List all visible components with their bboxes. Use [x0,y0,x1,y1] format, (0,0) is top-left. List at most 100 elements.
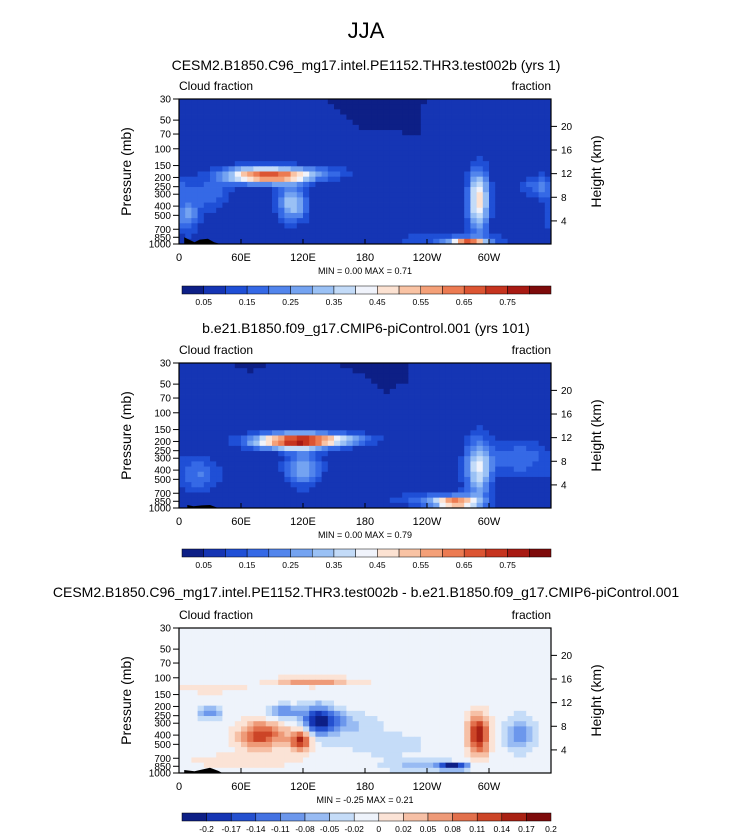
heatmap-cell [272,710,279,717]
heatmap-cell [420,674,428,681]
heatmap-cell [234,752,242,758]
heatmap-cell [445,388,453,395]
heatmap-cell [334,161,341,167]
heatmap-cell [402,399,409,405]
heatmap-cell [265,207,273,214]
heatmap-cell [414,197,422,203]
heatmap-cell [520,700,527,707]
heatmap-cell [321,176,329,183]
heatmap-cell [327,440,335,447]
heatmap-cell [296,643,304,650]
heatmap-cell [265,373,273,379]
heatmap-cell [216,212,223,219]
heatmap-cell [389,633,397,639]
heatmap-cell [334,218,341,224]
heatmap-cell [210,716,217,722]
heatmap-cell [476,664,484,670]
heatmap-cell [427,684,434,691]
heatmap-cell [526,482,533,488]
heatmap-cell [185,497,192,504]
heatmap-cell [439,197,446,203]
heatmap-cell [278,659,285,665]
heatmap-cell [489,659,496,665]
heatmap-cell [234,218,242,224]
heatmap-cell [501,716,508,722]
heatmap-cell [532,409,539,416]
heatmap-cell [371,638,378,644]
heatmap-cell [482,166,490,172]
heatmap-cell [216,700,223,707]
heatmap-cell [371,373,378,379]
heatmap-cell [278,695,285,701]
heatmap-cell [365,669,372,676]
heatmap-cell [234,124,242,131]
heatmap-cell [191,155,198,162]
heatmap-cell [445,471,453,478]
heatmap-cell [253,419,260,426]
heatmap-cell [532,414,539,421]
heatmap-cell [383,476,391,483]
heatmap-cell [290,238,298,245]
heatmap-cell [290,104,298,110]
heatmap-cell [482,502,490,509]
heatmap-cell [191,197,198,203]
heatmap-cell [185,492,192,499]
heatmap-cell [241,130,248,136]
heatmap-cell [427,659,434,665]
heatmap-cell [445,202,453,209]
heatmap-cell [495,228,502,235]
heatmap-cell [346,109,353,115]
heatmap-cell [501,741,508,748]
colorbar-label: 0.65 [456,560,473,570]
heatmap-cell [526,476,533,483]
heatmap-cell [482,741,490,748]
heatmap-cell [179,409,186,416]
heatmap-cell [513,394,521,400]
heatmap-cell [501,145,508,152]
heatmap-cell [321,456,329,462]
heatmap-cell [377,664,384,670]
heatmap-cell [340,176,347,183]
heatmap-cell [396,124,403,131]
heatmap-cell [513,207,521,214]
heatmap-cell [365,482,372,488]
heatmap-cell [185,430,192,436]
heatmap-cell [315,404,322,411]
heatmap-cell [389,187,397,193]
heatmap-cell [507,659,515,665]
heatmap-cell [439,373,446,379]
heatmap-cell [538,669,546,676]
heatmap-cell [216,104,223,110]
heatmap-cell [222,202,229,209]
heatmap-cell [340,425,347,431]
heatmap-cell [346,373,353,379]
heatmap-cell [538,430,546,436]
heatmap-cell [179,690,186,696]
heatmap-cell [371,197,378,203]
heatmap-cell [321,461,329,467]
heatmap-cell [321,124,329,131]
heatmap-cell [383,383,391,390]
heatmap-cell [315,451,322,457]
heatmap-cell [327,130,335,136]
heatmap-cell [272,145,279,152]
heatmap-cell [470,181,477,188]
heatmap-cell [396,440,403,447]
heatmap-cell [247,238,254,245]
heatmap-cell [464,684,471,691]
heatmap-cell [489,176,496,183]
heatmap-cell [315,228,322,235]
heatmap-cell [544,716,552,722]
heatmap-cell [327,664,335,670]
heatmap-cell [334,404,341,411]
heatmap-cell [389,114,397,121]
heatmap-cell [501,155,508,162]
y-right-axis-title: Height (km) [588,135,604,207]
heatmap-cell [544,648,552,655]
heatmap-cell [383,171,391,178]
heatmap-cell [532,726,539,732]
heatmap-cell [476,176,484,183]
heatmap-cell [234,741,242,748]
heatmap-cell [234,228,242,235]
